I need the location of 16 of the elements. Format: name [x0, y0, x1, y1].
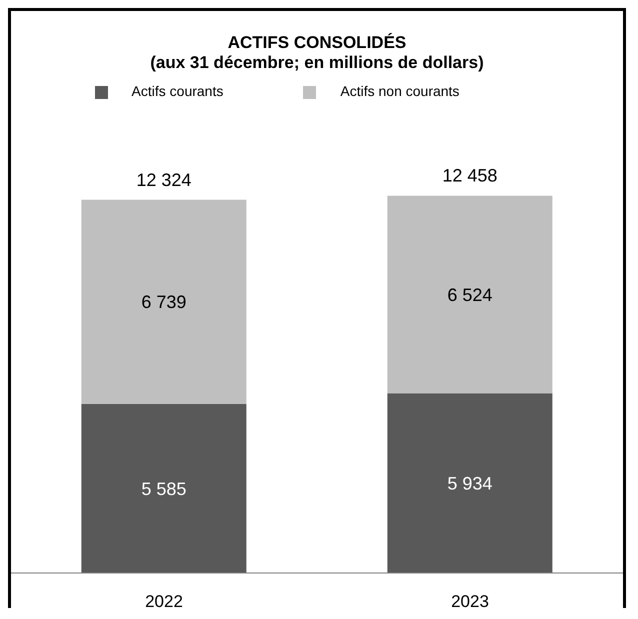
data-label: 5 585: [141, 478, 186, 499]
total-label: 12 324: [136, 170, 192, 190]
chart-subtitle: (aux 31 décembre; en millions de dollars): [149, 53, 485, 73]
data-label: 6 524: [447, 284, 492, 305]
data-label: 6 739: [141, 292, 186, 312]
bar: [81, 404, 246, 573]
bar: [81, 200, 246, 404]
bar: [387, 196, 552, 394]
data-label: 5 934: [447, 474, 492, 494]
chart-title: ACTIFS CONSOLIDÉS: [226, 33, 408, 53]
total-label: 12 458: [442, 166, 498, 186]
legend-label: Actifs courants: [132, 83, 224, 99]
x-tick-label: 2022: [145, 592, 183, 612]
legend-label: Actifs non courants: [340, 83, 460, 99]
bar: [387, 393, 552, 573]
x-tick-label: 2023: [451, 592, 489, 612]
